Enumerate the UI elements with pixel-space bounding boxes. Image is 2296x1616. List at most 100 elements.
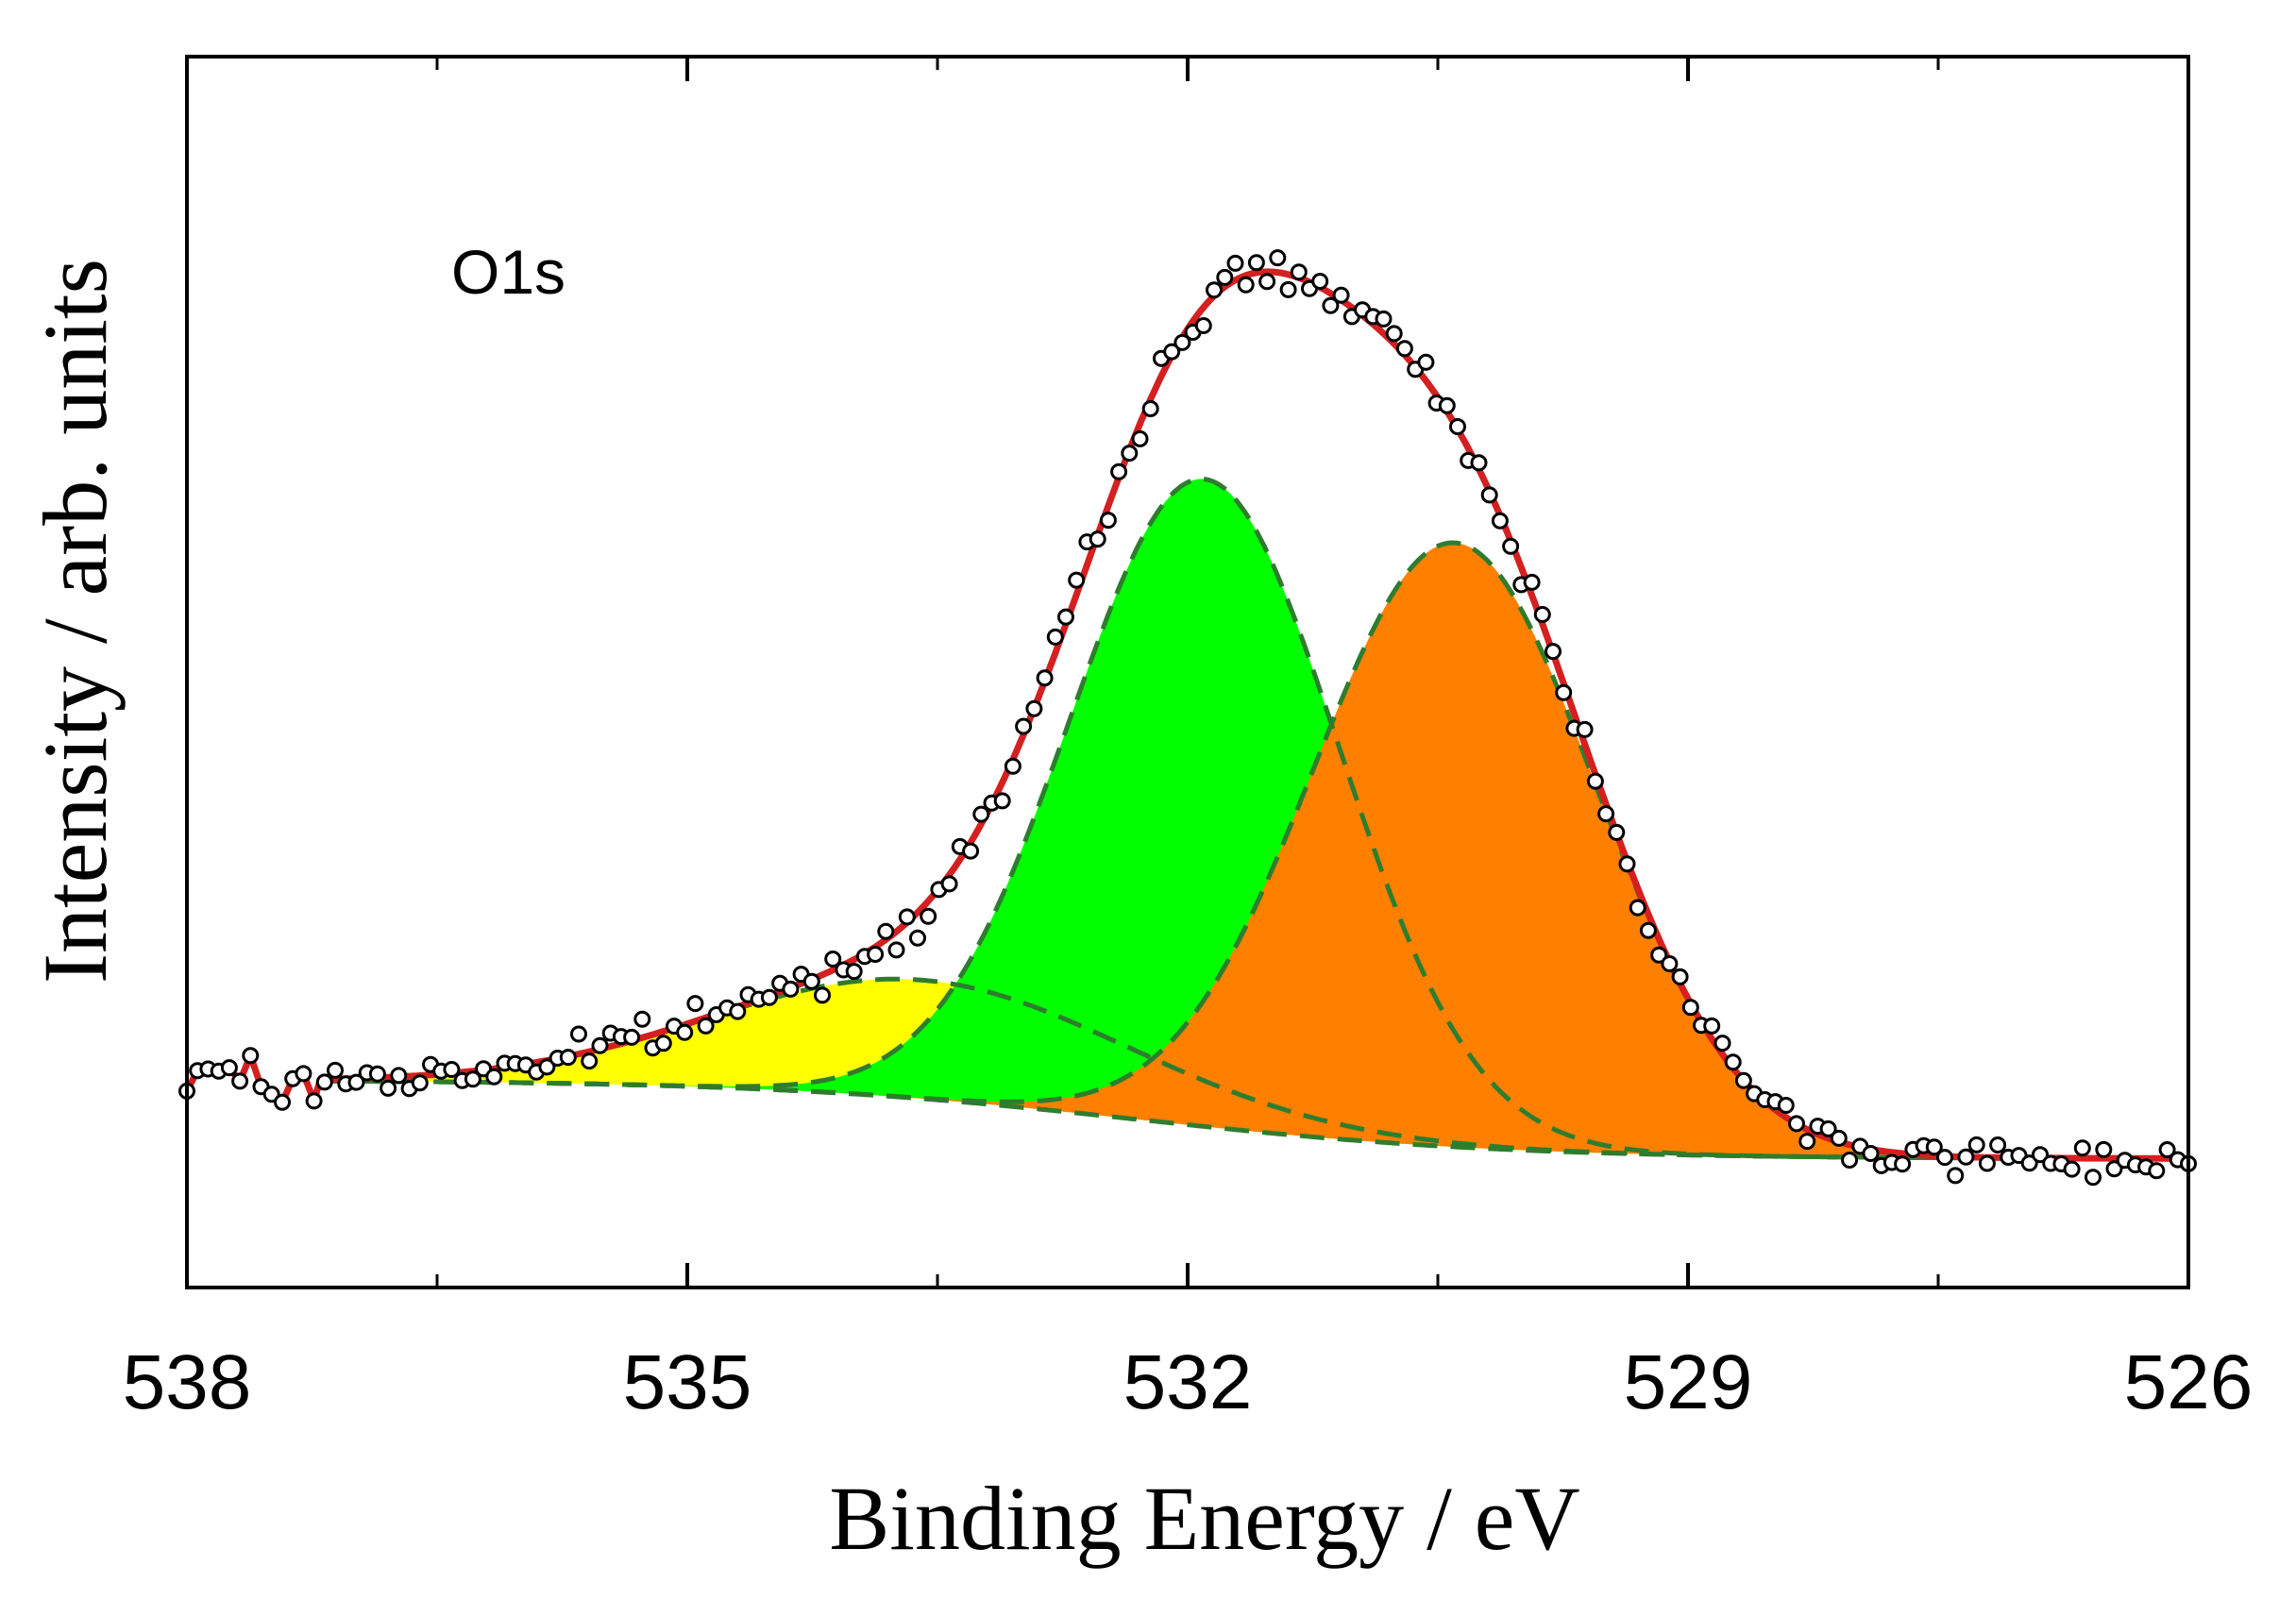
y-axis-title: Intensity / arb. units — [25, 259, 126, 984]
data-point — [1894, 1155, 1912, 1173]
data-point — [1681, 999, 1699, 1017]
data-point — [1989, 1136, 2007, 1153]
data-point — [940, 875, 958, 893]
data-point — [1978, 1154, 1996, 1172]
data-point — [814, 986, 831, 1004]
data-point — [2148, 1162, 2166, 1180]
data-point — [295, 1065, 312, 1083]
data-point — [1586, 772, 1604, 790]
data-point — [1714, 1035, 1731, 1052]
data-point — [1163, 343, 1181, 361]
data-point — [1576, 720, 1594, 738]
data-point — [898, 908, 916, 926]
x-tick-label: 532 — [1123, 1339, 1253, 1425]
data-point — [274, 1093, 291, 1111]
data-points-group — [178, 249, 2197, 1187]
data-point — [1491, 512, 1509, 530]
data-point — [760, 988, 778, 1006]
data-point — [972, 805, 990, 823]
x-axis-title: Binding Energy / eV — [829, 1468, 1579, 1569]
data-point — [464, 1070, 481, 1088]
data-point — [1046, 628, 1064, 646]
data-point — [1385, 325, 1403, 343]
data-point — [1819, 1119, 1837, 1137]
data-point — [411, 1074, 429, 1092]
data-point — [1597, 805, 1615, 823]
data-point — [1470, 454, 1488, 472]
data-point — [1608, 823, 1626, 841]
fill-component-530-4-ev — [320, 543, 2188, 1159]
data-point — [1862, 1145, 1880, 1162]
data-point — [1025, 699, 1043, 717]
x-tick-label: 526 — [2124, 1339, 2254, 1425]
data-point — [802, 972, 820, 990]
data-point — [1533, 606, 1551, 623]
data-point — [1936, 1149, 1953, 1167]
data-point — [1089, 530, 1106, 548]
data-point — [1099, 512, 1117, 530]
data-point — [1057, 608, 1074, 626]
data-point — [1015, 717, 1033, 735]
data-point — [581, 1052, 599, 1070]
data-point — [1555, 683, 1573, 701]
data-point — [654, 1035, 672, 1052]
data-point — [1237, 276, 1255, 294]
data-point — [1438, 396, 1456, 414]
data-point — [591, 1036, 609, 1054]
data-point — [845, 963, 863, 981]
fill-component-531-9-ev — [320, 479, 2188, 1159]
data-point — [909, 929, 926, 947]
data-point — [877, 922, 895, 940]
data-point — [1226, 254, 1244, 272]
data-point — [1141, 400, 1159, 417]
data-point — [1650, 946, 1668, 964]
data-point — [623, 1028, 641, 1046]
data-point — [1375, 310, 1393, 328]
data-point — [2032, 1146, 2049, 1164]
data-point — [962, 842, 980, 860]
data-point — [1269, 249, 1287, 267]
data-point — [1258, 273, 1276, 291]
data-point — [729, 1002, 747, 1020]
data-point — [1545, 643, 1562, 661]
x-axis-ticks — [185, 57, 2190, 1288]
data-point — [867, 946, 885, 963]
data-point — [1131, 429, 1149, 447]
data-point — [1311, 273, 1329, 290]
data-point — [1798, 1133, 1816, 1151]
data-point — [993, 792, 1011, 810]
data-point — [887, 941, 905, 959]
data-point — [1841, 1152, 1859, 1169]
data-point — [1502, 537, 1520, 555]
data-point — [538, 1058, 556, 1076]
data-point — [1279, 280, 1297, 298]
data-point — [443, 1061, 461, 1078]
data-point — [686, 995, 704, 1013]
data-point — [2158, 1141, 2176, 1158]
data-point — [1206, 281, 1223, 299]
data-point — [1194, 317, 1212, 334]
data-point — [1480, 486, 1498, 504]
data-point — [1290, 263, 1308, 281]
data-point — [242, 1047, 260, 1065]
data-point — [380, 1079, 397, 1097]
data-point — [1703, 1017, 1721, 1035]
data-point — [1395, 340, 1413, 358]
data-point — [231, 1072, 249, 1090]
data-point — [1523, 573, 1541, 591]
data-point — [1830, 1129, 1848, 1147]
data-point — [1618, 855, 1636, 873]
data-point — [1121, 445, 1139, 463]
fill-component-533-6-ev — [320, 979, 2188, 1159]
data-point — [1173, 333, 1191, 351]
data-point — [1788, 1115, 1805, 1133]
data-point — [2085, 1169, 2102, 1187]
data-point — [559, 1049, 577, 1067]
data-point — [1036, 669, 1054, 687]
data-point — [220, 1059, 238, 1077]
data-point — [1216, 268, 1234, 286]
component-fills — [320, 479, 2188, 1159]
data-point — [1068, 571, 1086, 589]
data-point — [676, 1023, 694, 1041]
